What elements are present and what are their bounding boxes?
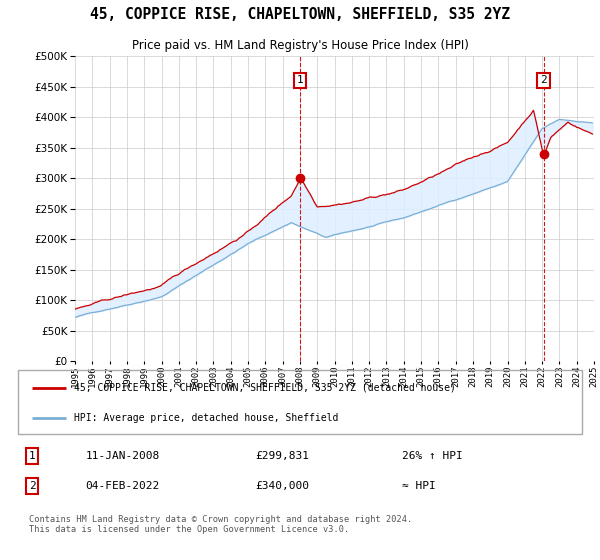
Text: 11-JAN-2008: 11-JAN-2008	[86, 451, 160, 461]
Text: 26% ↑ HPI: 26% ↑ HPI	[401, 451, 462, 461]
Text: 04-FEB-2022: 04-FEB-2022	[86, 481, 160, 491]
Text: 2: 2	[540, 76, 547, 86]
Text: ≈ HPI: ≈ HPI	[401, 481, 435, 491]
Text: 1: 1	[29, 451, 35, 461]
Text: 1: 1	[296, 76, 303, 86]
Text: 45, COPPICE RISE, CHAPELTOWN, SHEFFIELD, S35 2YZ (detached house): 45, COPPICE RISE, CHAPELTOWN, SHEFFIELD,…	[74, 382, 456, 393]
Text: Price paid vs. HM Land Registry's House Price Index (HPI): Price paid vs. HM Land Registry's House …	[131, 39, 469, 53]
Text: HPI: Average price, detached house, Sheffield: HPI: Average price, detached house, Shef…	[74, 413, 339, 423]
Text: 45, COPPICE RISE, CHAPELTOWN, SHEFFIELD, S35 2YZ: 45, COPPICE RISE, CHAPELTOWN, SHEFFIELD,…	[90, 7, 510, 22]
Text: Contains HM Land Registry data © Crown copyright and database right 2024.
This d: Contains HM Land Registry data © Crown c…	[29, 515, 413, 534]
Text: £299,831: £299,831	[255, 451, 309, 461]
Text: 2: 2	[29, 481, 35, 491]
Text: £340,000: £340,000	[255, 481, 309, 491]
